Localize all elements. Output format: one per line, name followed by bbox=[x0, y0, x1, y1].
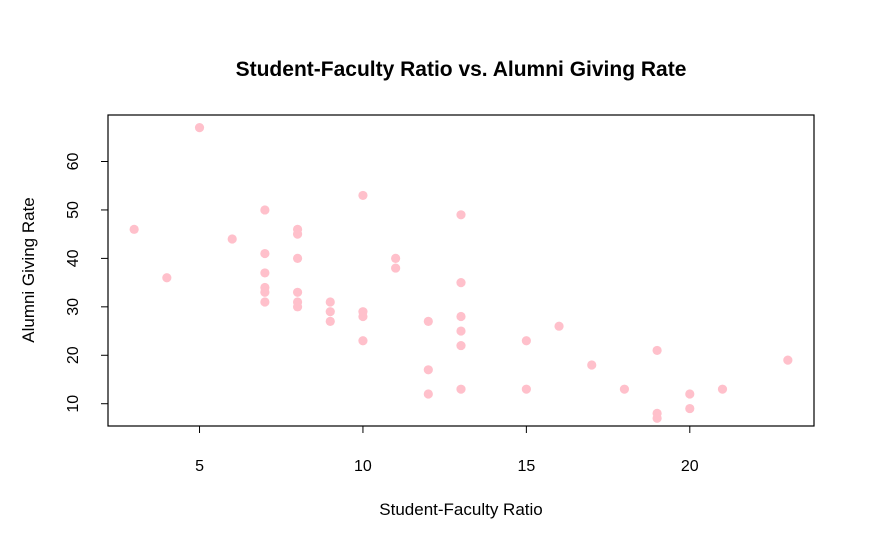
data-point bbox=[129, 224, 139, 234]
plot-frame bbox=[107, 114, 815, 427]
data-point bbox=[325, 307, 335, 317]
data-point bbox=[783, 355, 793, 365]
data-point bbox=[391, 263, 401, 273]
y-axis-label: Alumni Giving Rate bbox=[19, 197, 38, 343]
data-point bbox=[456, 210, 466, 220]
data-point bbox=[162, 273, 172, 283]
data-point bbox=[456, 340, 466, 351]
x-tick-label: 10 bbox=[354, 458, 372, 475]
data-point bbox=[292, 229, 303, 239]
data-point bbox=[260, 268, 270, 278]
data-point bbox=[260, 297, 270, 307]
data-point bbox=[391, 253, 401, 263]
data-point bbox=[587, 360, 597, 370]
data-point bbox=[325, 316, 335, 326]
data-point bbox=[292, 253, 303, 263]
y-axis: 10 20 30 40 50 60 bbox=[65, 153, 109, 413]
data-point bbox=[652, 345, 662, 356]
data-point bbox=[260, 248, 270, 259]
x-axis: 5 10 15 20 bbox=[195, 425, 699, 475]
y-tick-label: 20 bbox=[65, 346, 82, 364]
data-point bbox=[521, 336, 531, 346]
y-tick-label: 30 bbox=[65, 298, 82, 316]
y-tick-label: 50 bbox=[65, 201, 82, 219]
y-tick-label: 10 bbox=[65, 395, 82, 413]
data-point bbox=[423, 365, 433, 375]
data-point bbox=[685, 389, 695, 399]
data-point bbox=[652, 413, 662, 423]
data-point bbox=[358, 190, 368, 201]
data-point bbox=[260, 205, 270, 215]
data-point bbox=[227, 234, 237, 244]
data-point bbox=[325, 297, 335, 307]
data-point bbox=[717, 384, 728, 394]
data-point bbox=[358, 336, 368, 346]
data-point bbox=[456, 311, 466, 322]
data-point bbox=[456, 384, 466, 394]
data-point bbox=[292, 287, 303, 297]
data-point bbox=[521, 384, 531, 394]
data-point bbox=[456, 278, 466, 288]
x-tick-label: 20 bbox=[681, 458, 699, 475]
data-point bbox=[554, 321, 564, 331]
x-tick-label: 15 bbox=[517, 458, 535, 475]
x-axis-label: Student-Faculty Ratio bbox=[379, 500, 542, 519]
data-point bbox=[292, 302, 303, 312]
y-tick-label: 40 bbox=[65, 249, 82, 267]
data-point bbox=[619, 384, 630, 394]
data-point bbox=[685, 403, 695, 414]
y-tick-label: 60 bbox=[65, 153, 82, 171]
data-point bbox=[260, 287, 270, 297]
data-points bbox=[129, 122, 793, 423]
data-point bbox=[456, 326, 466, 336]
data-point bbox=[194, 122, 205, 133]
chart-title: Student-Faculty Ratio vs. Alumni Giving … bbox=[236, 58, 687, 81]
data-point bbox=[423, 316, 433, 326]
data-point bbox=[358, 311, 368, 322]
x-tick-label: 5 bbox=[195, 458, 204, 475]
data-point bbox=[423, 389, 433, 399]
